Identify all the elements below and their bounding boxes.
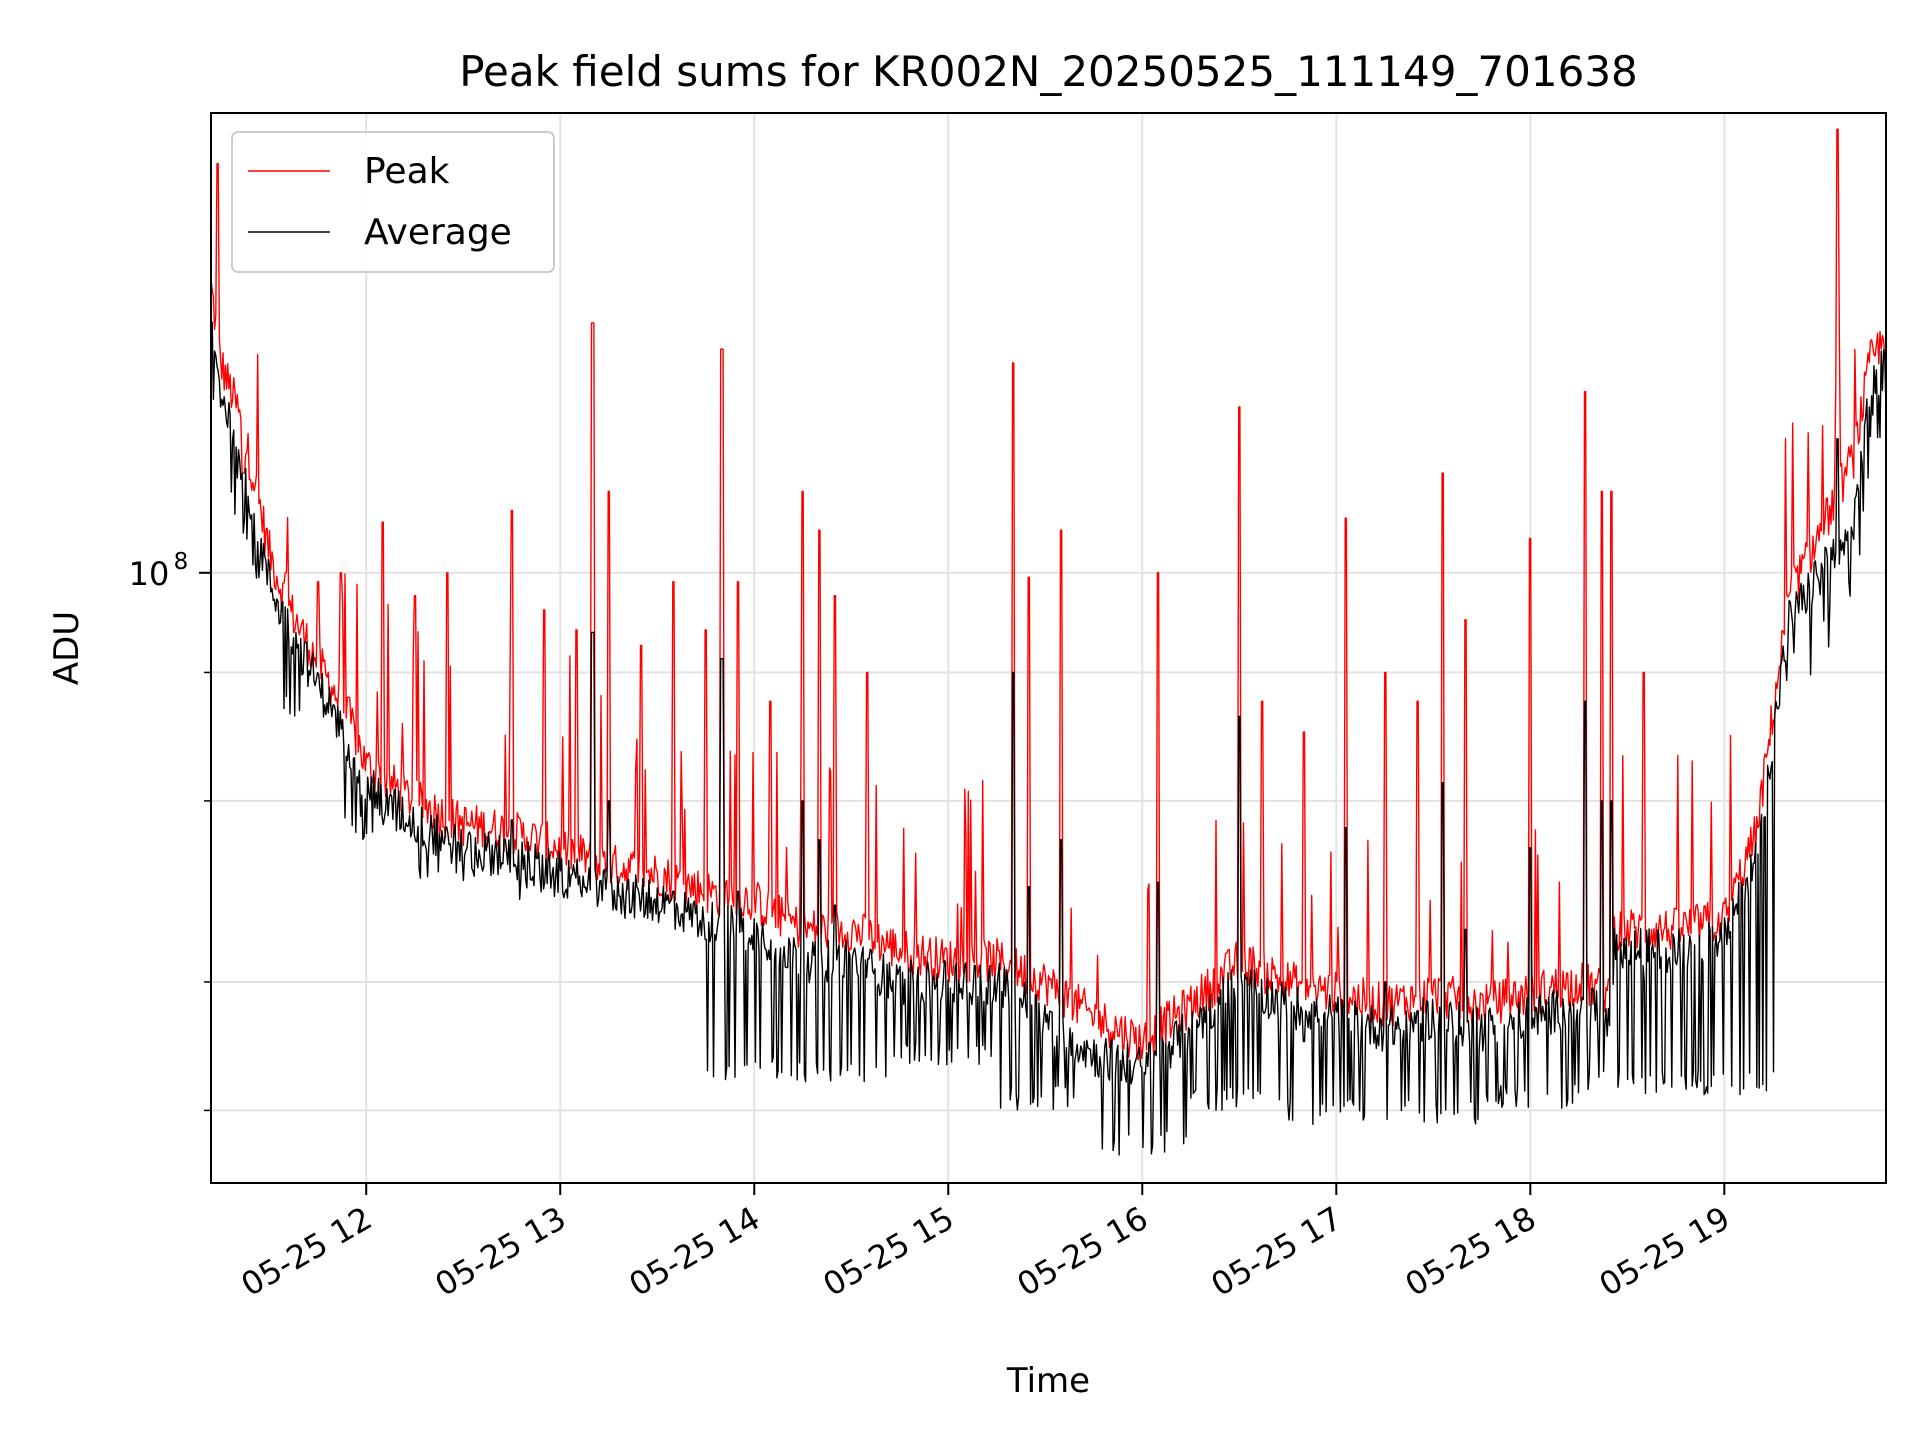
legend: Peak Average — [231, 131, 555, 273]
legend-peak-label: Peak — [364, 151, 450, 192]
y-tick-label: 10 — [129, 555, 170, 593]
legend-average-label: Average — [364, 212, 512, 253]
series-lines — [210, 128, 1887, 1156]
y-axis-label: ADU — [47, 611, 87, 685]
chart-title: Peak field sums for KR002N_20250525_1111… — [459, 47, 1638, 96]
y-tick-exponent: 8 — [174, 549, 189, 575]
series-line-peak — [210, 128, 1887, 1061]
legend-box — [231, 131, 555, 273]
series-line-average — [210, 321, 1887, 1156]
x-axis-label: Time — [1006, 1361, 1090, 1401]
plot-frame — [210, 112, 1887, 1184]
